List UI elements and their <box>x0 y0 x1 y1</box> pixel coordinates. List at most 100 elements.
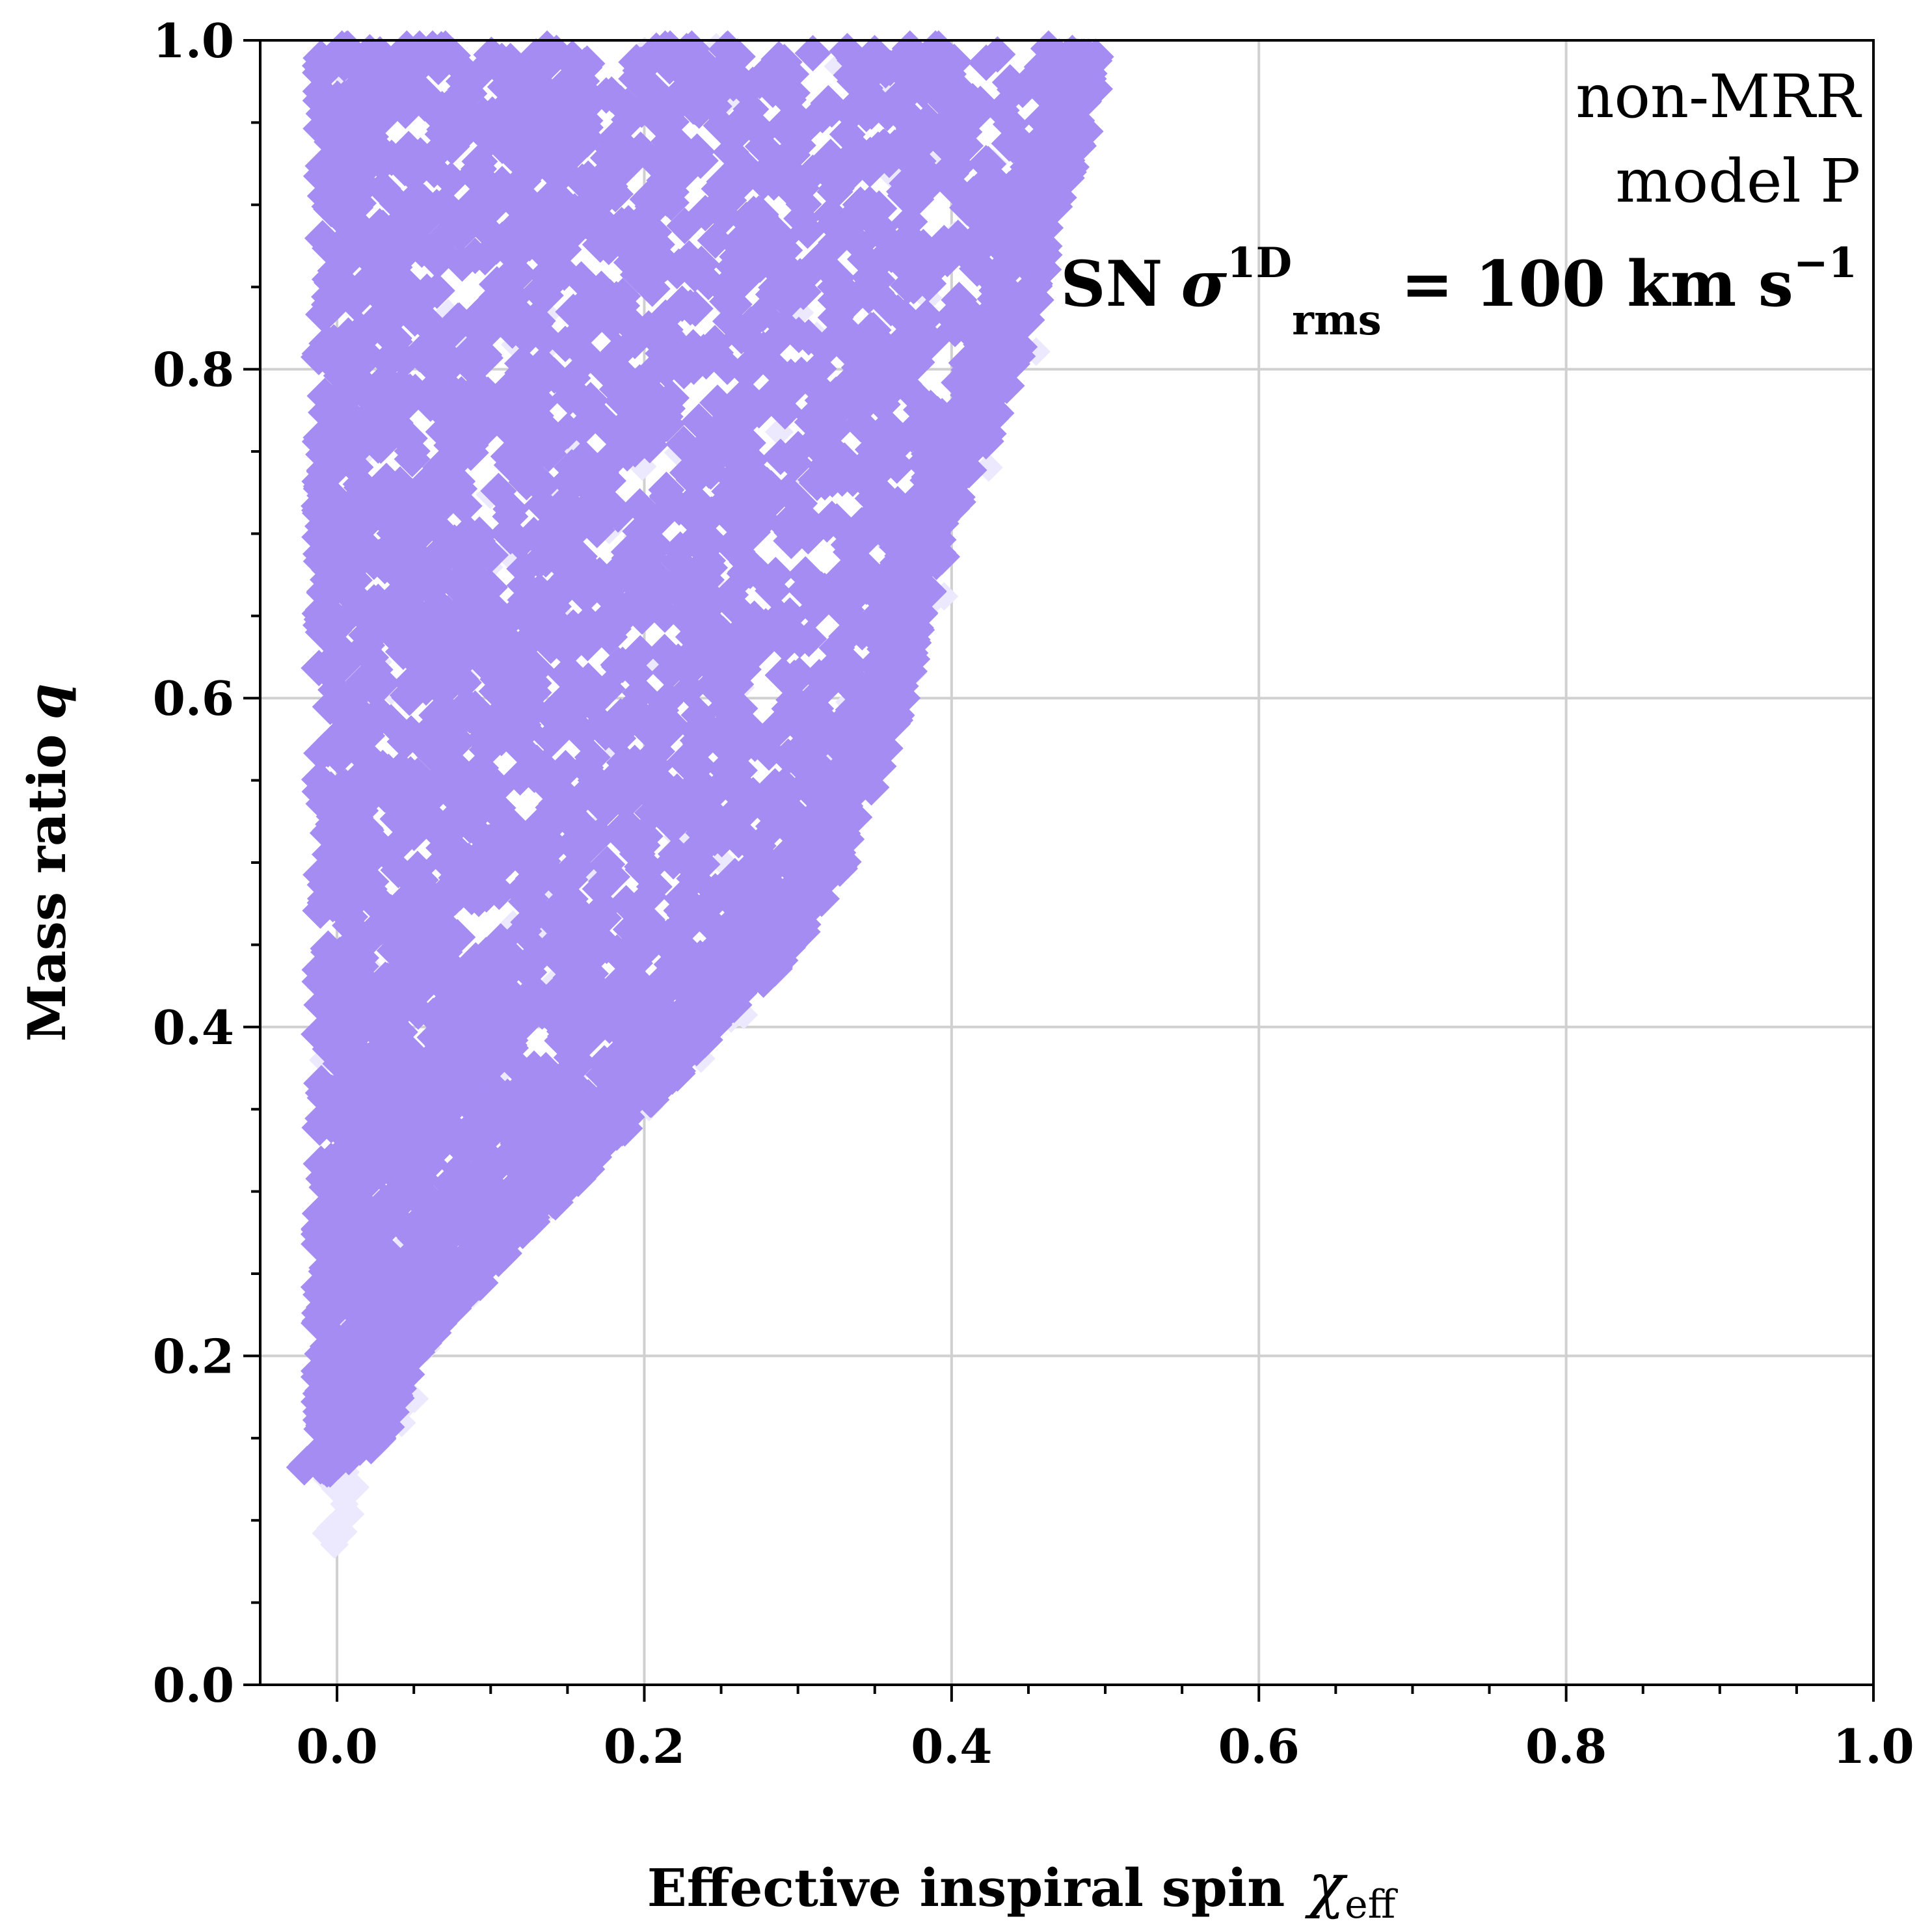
scatter-point <box>796 100 833 137</box>
scatter-point <box>561 917 598 954</box>
scatter-point <box>560 448 597 485</box>
scatter-point <box>649 405 686 442</box>
scatter-point <box>781 621 818 658</box>
scatter-point <box>345 1363 382 1401</box>
scatter-point <box>1019 125 1056 162</box>
scatter-point <box>543 514 580 551</box>
scatter-point <box>427 447 464 484</box>
scatter-point <box>570 986 607 1023</box>
y-tick-label: 1.0 <box>153 13 234 68</box>
scatter-point <box>537 177 574 214</box>
scatter-point <box>340 1393 377 1430</box>
scatter-point <box>558 49 595 86</box>
scatter-point <box>508 150 545 187</box>
scatter-point <box>356 615 394 652</box>
scatter-point <box>307 146 344 183</box>
scatter-point <box>461 143 498 180</box>
scatter-point <box>321 738 358 775</box>
scatter-point <box>418 1280 455 1317</box>
scatter-point <box>394 440 431 477</box>
scatter-point <box>781 705 818 742</box>
scatter-point <box>433 923 470 960</box>
scatter-point <box>978 282 1015 319</box>
scatter-point <box>564 163 601 200</box>
scatter-point <box>642 989 679 1026</box>
scatter-point <box>1015 208 1052 245</box>
scatter-point <box>745 787 782 824</box>
scatter-point <box>693 496 730 533</box>
scatter-point <box>561 538 598 575</box>
scatter-point <box>895 593 932 630</box>
scatter-point <box>833 533 870 570</box>
scatter-point <box>855 312 892 349</box>
scatter-point <box>308 1360 345 1397</box>
scatter-point <box>680 730 717 767</box>
scatter-point <box>978 395 1015 432</box>
scatter-point <box>750 236 787 273</box>
scatter-point <box>719 238 756 275</box>
scatter-point <box>706 751 744 788</box>
annotation-model-class: non-MRR <box>1576 62 1862 131</box>
scatter-point <box>680 697 718 734</box>
scatter-point <box>305 1448 342 1485</box>
scatter-point <box>399 178 436 215</box>
scatter-point <box>766 393 803 430</box>
scatter-point <box>866 128 903 165</box>
scatter-point <box>302 535 339 572</box>
scatter-point <box>310 967 347 1004</box>
scatter-point <box>362 1153 399 1190</box>
scatter-point <box>835 40 872 77</box>
scatter-point <box>489 514 526 551</box>
scatter-point <box>367 1009 404 1046</box>
scatter-point <box>303 601 340 638</box>
scatter-point <box>310 731 347 768</box>
scatter-point <box>630 538 667 575</box>
scatter-point <box>524 580 561 617</box>
scatter-point <box>861 209 898 246</box>
scatter-point <box>506 1004 543 1041</box>
scatter-point <box>928 62 965 99</box>
scatter-point <box>540 1068 577 1105</box>
scatter-point <box>707 971 744 1008</box>
scatter-point <box>335 373 372 410</box>
scatter-points <box>286 30 1114 1559</box>
scatter-point <box>463 295 500 332</box>
scatter-point <box>364 697 401 734</box>
scatter-point <box>956 375 993 412</box>
scatter-point <box>413 482 450 519</box>
scatter-point <box>507 1120 544 1157</box>
scatter-point <box>537 1184 574 1221</box>
scatter-point <box>351 767 388 804</box>
scatter-point <box>396 814 433 852</box>
x-tick-label: 0.8 <box>1525 1719 1607 1774</box>
scatter-point <box>812 196 850 234</box>
scatter-point <box>941 282 978 319</box>
scatter-point <box>530 113 567 150</box>
scatter-point <box>818 503 855 540</box>
scatter-point <box>844 341 881 378</box>
scatter-point <box>359 1200 396 1237</box>
scatter-point <box>429 595 466 632</box>
scatter-point <box>569 339 606 376</box>
scatter-point <box>452 434 489 471</box>
scatter-point <box>304 220 341 257</box>
scatter-point <box>649 479 686 516</box>
scatter-point <box>882 645 919 682</box>
scatter-point <box>472 168 509 206</box>
scatter-point <box>740 506 777 543</box>
scatter-point <box>581 557 618 594</box>
scatter-point <box>699 610 736 647</box>
scatter-point <box>534 766 571 803</box>
scatter-point <box>487 68 524 105</box>
scatter-point <box>337 1099 374 1136</box>
scatter-point <box>427 187 464 224</box>
scatter-point <box>911 459 948 496</box>
scatter-point <box>744 919 781 956</box>
scatter-point <box>915 514 952 551</box>
scatter-point <box>451 75 488 112</box>
scatter-point <box>353 53 390 90</box>
scatter-point <box>460 580 497 617</box>
scatter-point <box>394 1097 431 1134</box>
scatter-point <box>312 420 349 457</box>
scatter-point <box>382 41 419 78</box>
